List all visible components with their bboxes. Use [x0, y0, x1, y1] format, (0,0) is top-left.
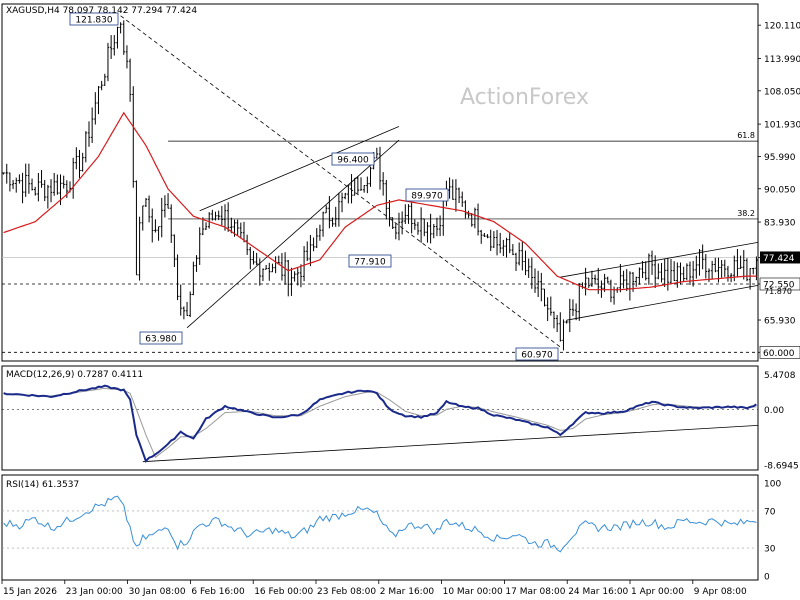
level-badge-10	[759, 345, 800, 359]
x-tick-label: 10 Mar 00:00	[443, 587, 503, 597]
rsi-tick-label: 0	[764, 573, 770, 583]
swing-label-box-5	[515, 347, 559, 361]
price-tick-label: 90.050	[764, 185, 796, 195]
x-tick-label: 23 Feb 08:00	[317, 587, 376, 597]
x-tick-label: 2 Mar 16:00	[380, 587, 435, 597]
swing-label-box-3	[348, 254, 392, 268]
swing-label-0: 121.830	[75, 16, 112, 26]
price-tick-label: 101.930	[764, 121, 800, 131]
x-tick-label: 16 Feb 00:00	[254, 587, 313, 597]
macd-panel-border	[1, 365, 759, 471]
x-tick-label: 17 Mar 08:00	[505, 587, 565, 597]
channel-upper-line-1	[199, 126, 400, 212]
price-panel-border	[1, 3, 759, 362]
level-badge-8	[759, 277, 800, 291]
current-price-label: 77.424	[763, 254, 795, 264]
swing-label-4: 89.970	[411, 192, 443, 202]
swing-label-box-4	[405, 188, 449, 202]
x-axis: 15 Jan 2026 23 Jan 00:00 30 Jan 08:00 6 Feb…	[1, 580, 747, 597]
macd-main-line	[3, 384, 757, 463]
price-tick-extra: 71.870	[764, 287, 792, 296]
macd-tick-label: 5.4708	[764, 371, 796, 381]
fib-label-1: 38.2	[737, 209, 755, 218]
macd-panel: 5.4708 0.00 -8.6945	[1, 365, 799, 471]
x-tick-label: 23 Jan 00:00	[66, 587, 123, 597]
price-tick-label: 95.990	[764, 153, 796, 163]
price-tick-label: 65.930	[764, 317, 796, 327]
rsi-tick-label: 100	[764, 480, 781, 490]
rsi-line	[3, 495, 757, 553]
swing-label-5: 60.970	[521, 351, 553, 361]
symbol-label: XAGUSD,H4 78.097 78.142 77.294 77.424	[6, 6, 197, 16]
rsi-panel-border	[1, 474, 759, 581]
moving-average-line	[3, 111, 757, 291]
channel-upper-line-2	[560, 241, 759, 278]
swing-label-box-1	[139, 331, 183, 345]
x-tick-label: 1 Apr 00:00	[631, 587, 684, 597]
current-price-badge	[760, 251, 800, 264]
channel-lower-line-2	[566, 284, 759, 321]
swing-label-2: 96.400	[337, 156, 369, 166]
price-tick-label: 120.110	[764, 22, 800, 32]
rsi-label: RSI(14) 61.3537	[6, 480, 79, 490]
x-tick-label: 9 Apr 08:00	[694, 587, 747, 597]
swing-label-box-0	[69, 12, 119, 26]
price-tick-label: 83.930	[764, 219, 796, 229]
macd-label: MACD(12,26,9) 0.7287 0.4111	[6, 370, 143, 380]
macd-tick-label: -8.6945	[764, 461, 799, 471]
fib-label-0: 61.8	[737, 131, 755, 140]
watermark: ActionForex	[460, 85, 589, 110]
swing-label-box-2	[331, 152, 375, 166]
macd-tick-label: 0.00	[764, 406, 784, 416]
trendline-dashed-decline	[120, 15, 561, 348]
channel-lower-line-1	[186, 139, 400, 329]
rsi-tick-label: 70	[764, 507, 776, 517]
rsi-tick-label: 30	[764, 545, 776, 555]
level-label-10: 60.000	[763, 349, 795, 359]
swing-label-3: 77.910	[354, 258, 386, 268]
x-tick-label: 24 Mar 16:00	[568, 587, 628, 597]
price-tick-label: 108.050	[764, 87, 800, 97]
x-tick-label: 30 Jan 08:00	[129, 587, 186, 597]
price-panel: 61.8 38.2 121.830 63.980 96.400 77.910 89.970 6…	[1, 3, 800, 362]
x-tick-label: 6 Feb 16:00	[191, 587, 245, 597]
price-tick-label: 113.990	[764, 55, 800, 65]
level-label-8: 72.550	[763, 280, 795, 290]
swing-label-1: 63.980	[145, 335, 177, 345]
macd-trendline	[142, 424, 759, 463]
macd-signal-line	[3, 387, 757, 458]
x-tick-label: 15 Jan 2026	[3, 587, 57, 597]
rsi-panel: 100 70 30 0	[1, 474, 781, 583]
